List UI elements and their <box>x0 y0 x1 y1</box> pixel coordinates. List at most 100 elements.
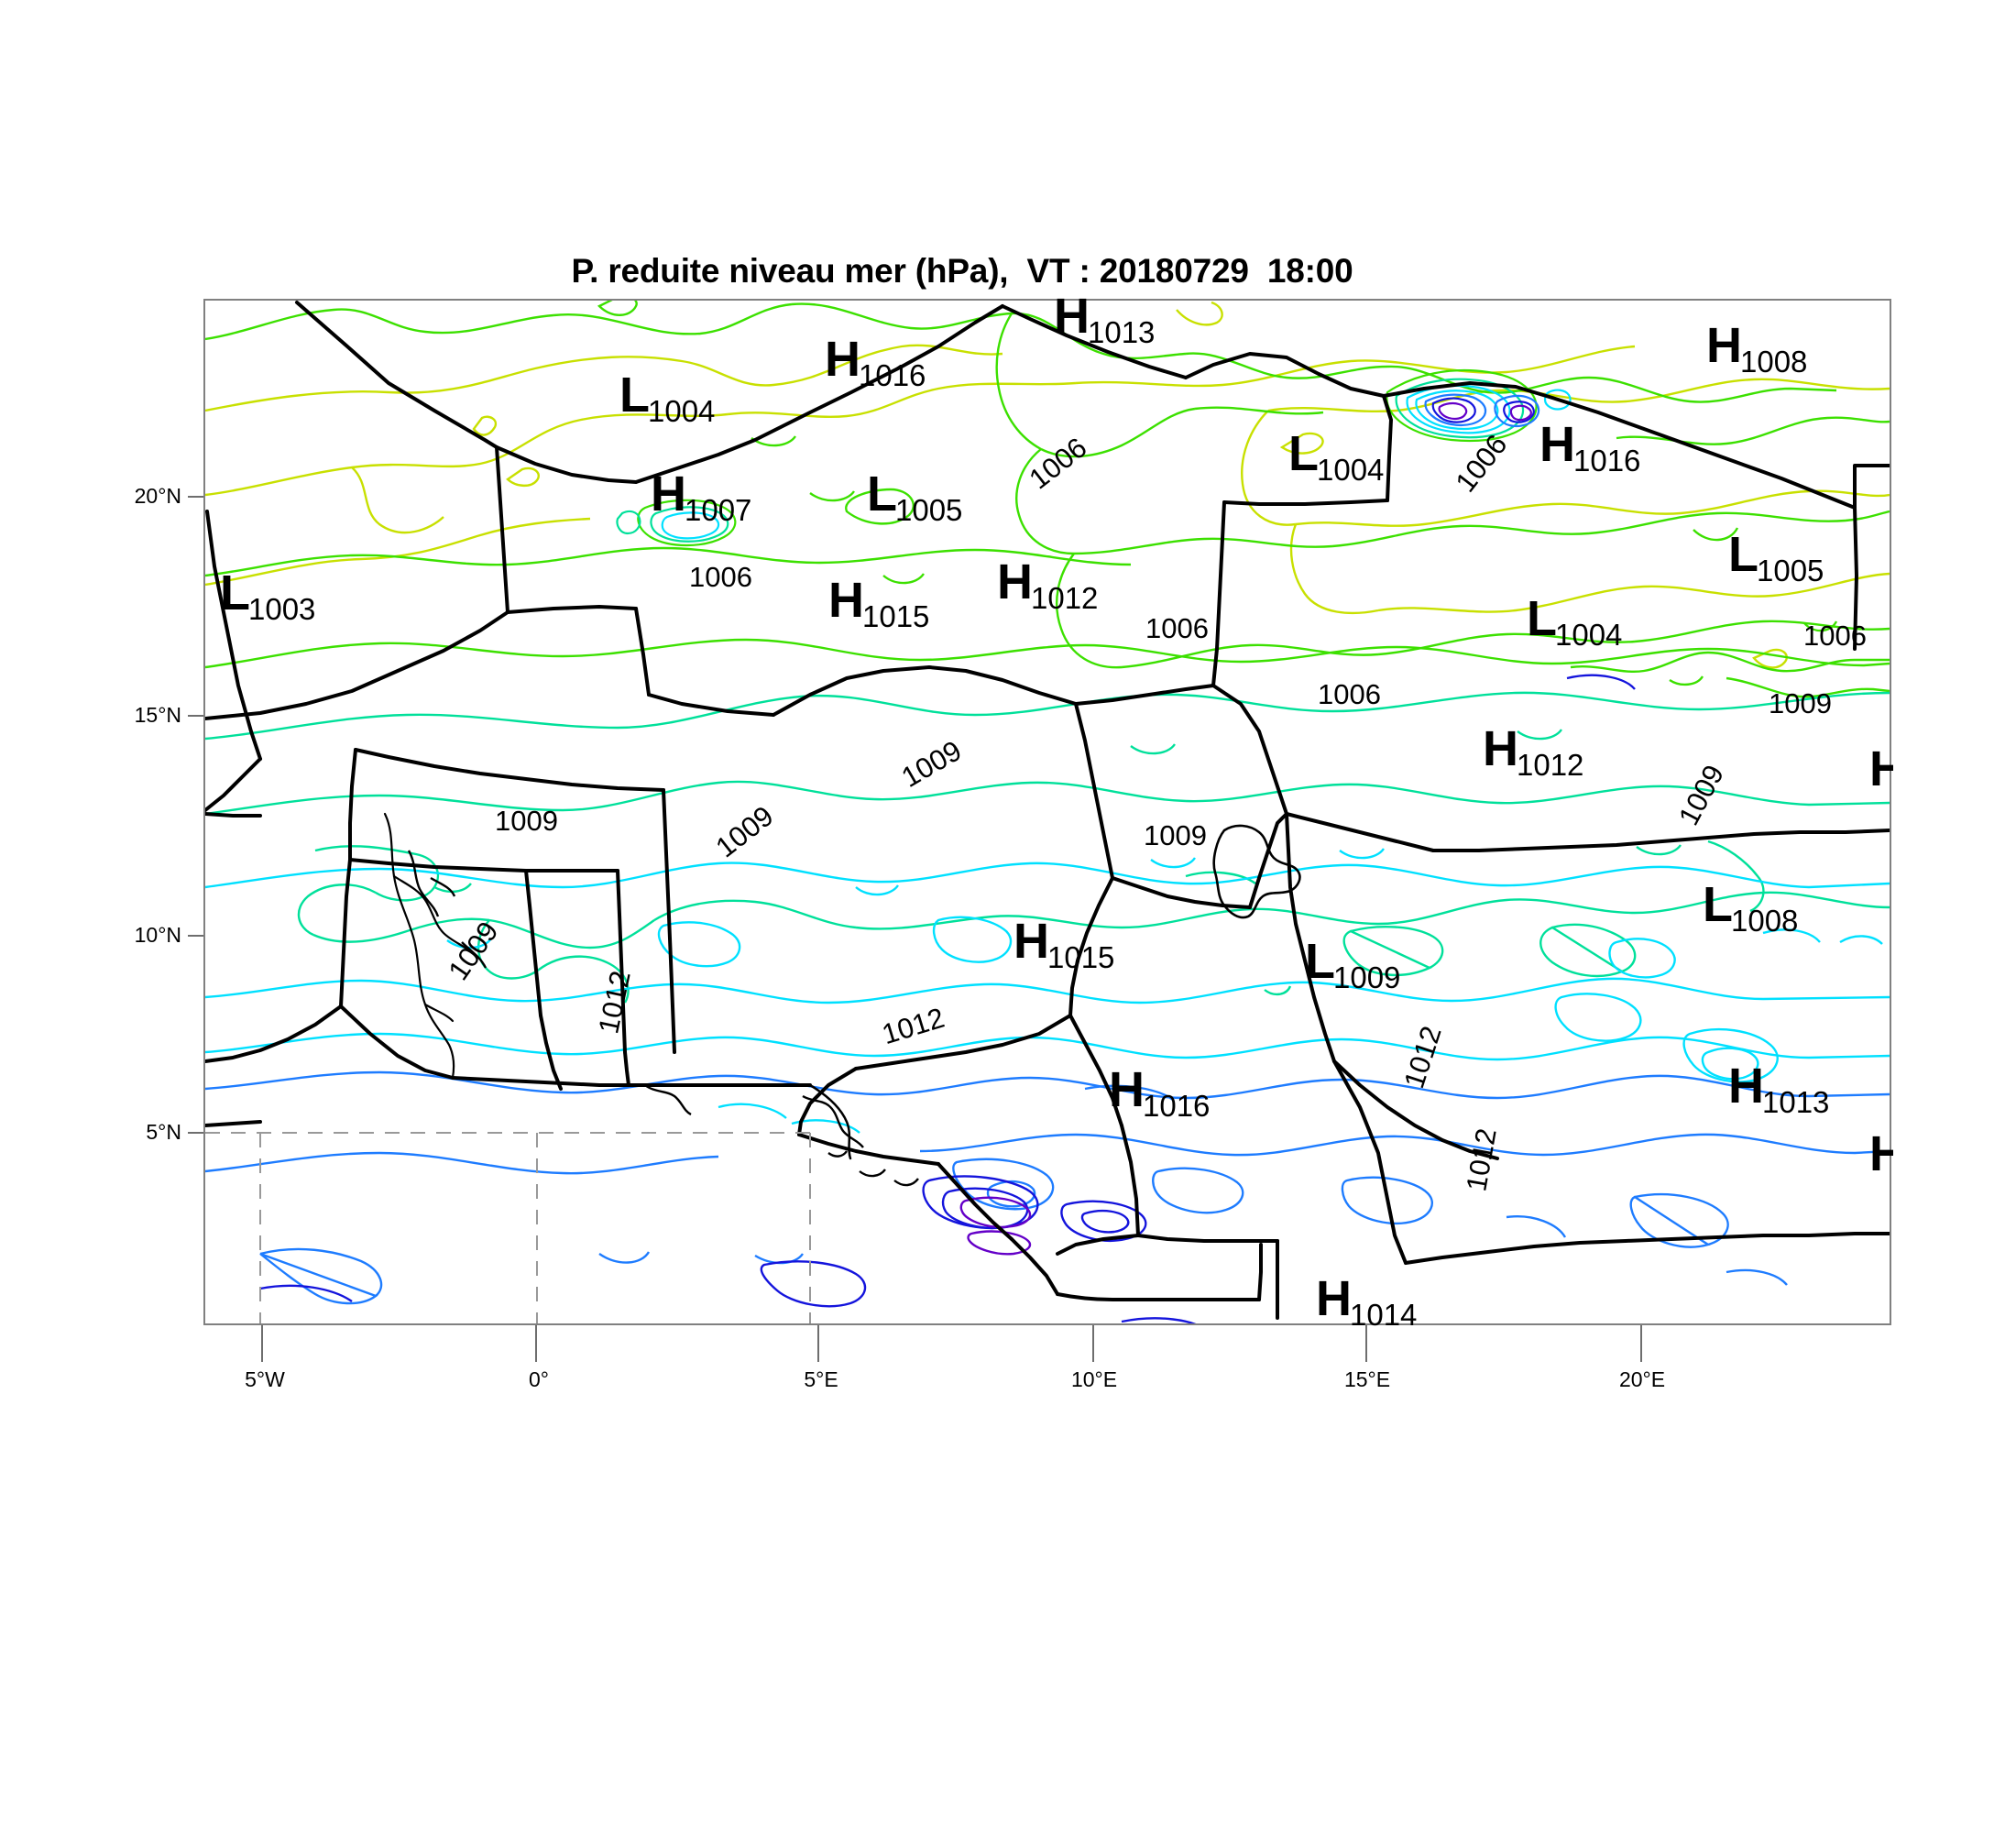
x-tick-label-0: 0° <box>529 1367 549 1391</box>
pressure-center-H-1013-southeast: H1013 <box>1728 1059 1831 1117</box>
y-tick-mark-5n <box>188 1132 204 1134</box>
offshore-islands <box>827 1150 919 1187</box>
contour-label-1006-f: 1006 <box>1803 620 1867 652</box>
contour-label-1006-c: 1006 <box>1145 612 1209 644</box>
pressure-center-value: 1012 <box>1517 748 1584 782</box>
pressure-center-L-1005-center: L1005 <box>867 466 964 525</box>
pressure-center-H-1016-cameroon: H1016 <box>1109 1062 1211 1121</box>
coastlines-and-borders <box>205 301 1890 1320</box>
x-tick-mark-5w <box>261 1325 263 1362</box>
x-tick-label-5e: 5°E <box>804 1367 838 1391</box>
pressure-center-value: 1016 <box>859 358 926 392</box>
pressure-center-value: 1015 <box>862 599 930 633</box>
pressure-center-H-1015-niger: H1015 <box>828 573 931 631</box>
pressure-center-H-1014-bottom: H1014 <box>1316 1274 1419 1327</box>
pressure-center-L-1004-chad: L1004 <box>1288 426 1386 485</box>
y-tick-label-5n: 5°N <box>146 1120 181 1144</box>
pressure-center-value: 1004 <box>1555 618 1623 652</box>
x-tick-label-10e: 10°E <box>1070 1367 1118 1391</box>
pressure-center-L-1004-north: L1004 <box>619 368 717 426</box>
pressure-center-type: H <box>1483 721 1518 776</box>
equator-reference-dashed <box>205 1132 811 1323</box>
pressure-center-type: H <box>1013 914 1049 969</box>
pressure-center-type: H <box>825 332 860 387</box>
pressure-center-type: H <box>828 573 864 628</box>
x-tick-label-5w: 5°W <box>245 1367 285 1391</box>
contour-1021 <box>959 1196 1032 1256</box>
pressure-center-value: 1012 <box>1031 581 1099 615</box>
y-tick-label-15n: 15°N <box>134 703 181 727</box>
lake-chad <box>1212 824 1301 919</box>
pressure-center-H-1012-east: H1012 <box>1483 721 1585 780</box>
x-tick-mark-10e <box>1092 1325 1094 1362</box>
pressure-center-H-1008-topright: H1008 <box>1706 318 1809 377</box>
pressure-center-value: 1014 <box>1350 1298 1418 1327</box>
pressure-center-type: H <box>1316 1274 1352 1326</box>
contour-1015 <box>205 1070 1890 1305</box>
pressure-center-type: H <box>997 554 1033 609</box>
contour-map-svg <box>205 301 1890 1323</box>
pressure-center-value: 1004 <box>1317 453 1385 487</box>
pressure-center-value: 1008 <box>1740 345 1808 379</box>
pressure-center-value: 1005 <box>1757 554 1824 587</box>
pressure-center-value: 1013 <box>1762 1085 1830 1119</box>
x-tick-mark-20e <box>1640 1325 1642 1362</box>
pressure-center-H-1016-north: H1016 <box>825 332 927 390</box>
pressure-center-value: 1005 <box>895 493 963 527</box>
pressure-center-type: H <box>1728 1059 1764 1114</box>
y-tick-label-20n: 20°N <box>134 484 181 508</box>
pressure-center-type: L <box>1728 527 1759 582</box>
pressure-center-type: L <box>619 368 650 423</box>
pressure-center-H-clipped-right-low: H <box>1869 1129 1893 1179</box>
pressure-center-type: H <box>1109 1062 1145 1117</box>
pressure-center-L-1004-sudan: L1004 <box>1527 591 1624 650</box>
pressure-center-value: 1015 <box>1047 940 1115 974</box>
pressure-center-type: H <box>1706 318 1742 373</box>
x-tick-label-15e: 15°E <box>1343 1367 1391 1391</box>
map-panel[interactable] <box>203 299 1891 1325</box>
pressure-center-type: L <box>1288 426 1319 481</box>
pressure-center-type: H <box>1539 417 1575 472</box>
pressure-center-type: H <box>651 466 686 521</box>
y-tick-mark-10n <box>188 935 204 937</box>
pressure-center-H-1015-nigeria: H1015 <box>1013 914 1116 972</box>
pressure-center-type: L <box>220 565 250 620</box>
coastline-detail <box>407 850 864 1148</box>
pressure-center-H-1007: H1007 <box>651 466 753 525</box>
pressure-center-type: L <box>1305 934 1335 989</box>
pressure-center-L-1005-east: L1005 <box>1728 527 1825 586</box>
pressure-center-L-1009-car: L1009 <box>1305 934 1402 993</box>
pressure-center-L-1003-west: L1003 <box>220 565 317 624</box>
contour-label-1009-a: 1009 <box>1769 687 1832 719</box>
contour-label-1009-e: 1009 <box>1144 819 1207 851</box>
y-tick-mark-15n <box>188 715 204 717</box>
chart-title-text: P. reduite niveau mer (hPa), VT : 201807… <box>571 252 1353 290</box>
pressure-center-type: L <box>1527 591 1557 646</box>
contour-tight-feature-west <box>616 499 737 547</box>
x-tick-mark-0 <box>535 1325 537 1362</box>
pressure-center-value: 1003 <box>248 592 316 626</box>
pressure-center-value: 1016 <box>1143 1089 1211 1123</box>
contour-label-1006-b: 1006 <box>689 561 752 593</box>
pressure-center-type: L <box>1703 877 1733 932</box>
pressure-center-type: L <box>867 466 897 521</box>
pressure-center-type: H <box>1054 289 1090 344</box>
pressure-center-H-clipped-right-mid: H <box>1869 744 1893 794</box>
pressure-center-H-1012-niger: H1012 <box>997 554 1100 613</box>
pressure-center-value: 1008 <box>1731 904 1799 938</box>
pressure-center-H-1013-top: H1013 <box>1054 289 1156 347</box>
contour-label-1006-d: 1006 <box>1318 678 1381 710</box>
contour-1003 <box>205 301 1890 669</box>
y-tick-mark-20n <box>188 496 204 498</box>
pressure-center-type-clipped: H <box>1869 744 1893 794</box>
pressure-center-value: 1016 <box>1573 444 1641 477</box>
x-tick-label-20e: 20°E <box>1618 1367 1666 1391</box>
pressure-center-value: 1013 <box>1088 315 1156 349</box>
pressure-center-value: 1004 <box>648 394 716 428</box>
page-title: P. reduite niveau mer (hPa), VT : 201807… <box>0 252 2016 291</box>
pressure-center-H-1016-east: H1016 <box>1539 417 1642 476</box>
x-tick-mark-15e <box>1365 1325 1367 1362</box>
pressure-center-value: 1009 <box>1333 960 1401 994</box>
pressure-center-value: 1007 <box>685 493 752 527</box>
